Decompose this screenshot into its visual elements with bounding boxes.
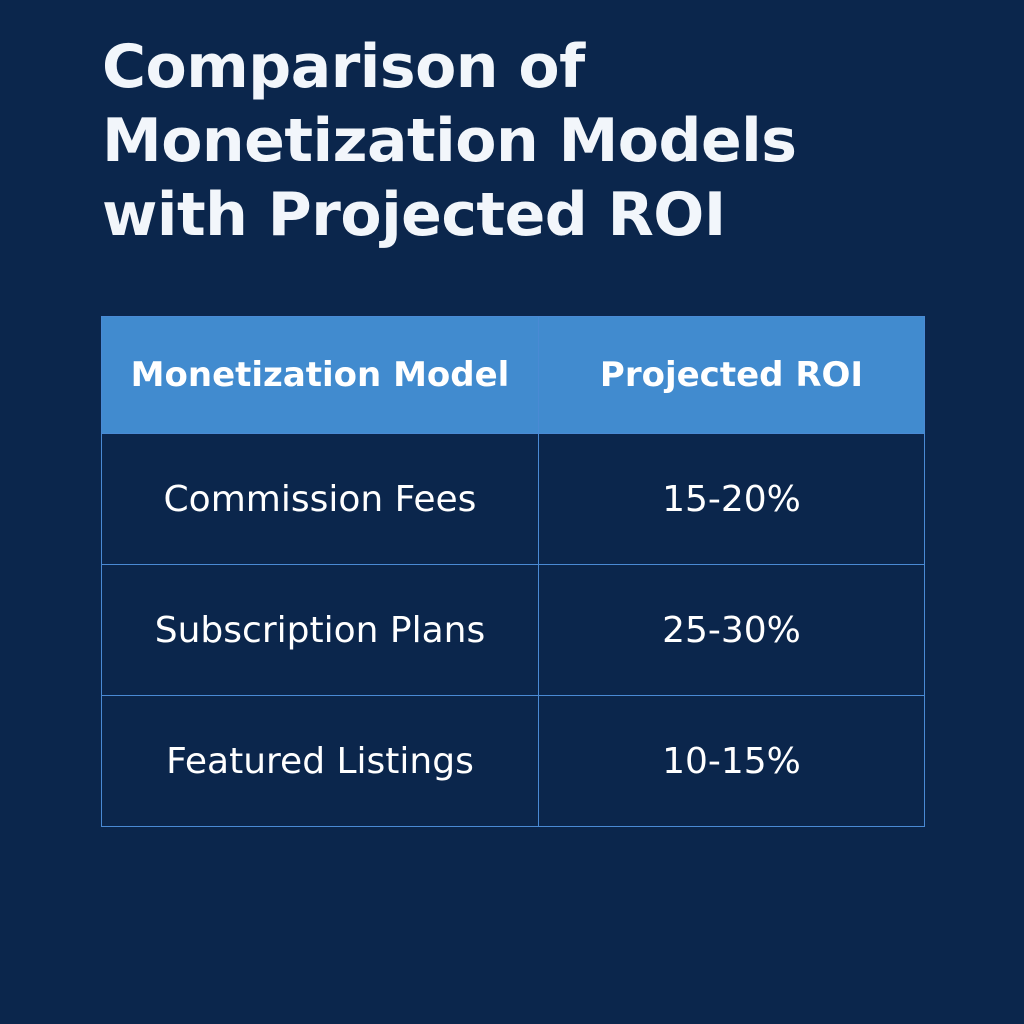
table-row: Subscription Plans 25-30%: [101, 564, 925, 696]
table-row: Featured Listings 10-15%: [101, 695, 925, 827]
cell-roi: 25-30%: [538, 564, 925, 696]
table-header-row: Monetization Model Projected ROI: [101, 316, 925, 434]
header-projected-roi: Projected ROI: [538, 316, 925, 434]
table-row: Commission Fees 15-20%: [101, 433, 925, 565]
cell-roi: 10-15%: [538, 695, 925, 827]
roi-comparison-table: Monetization Model Projected ROI Commiss…: [101, 316, 925, 827]
title-line-2: Monetization Models: [102, 106, 797, 176]
header-monetization-model: Monetization Model: [101, 316, 539, 434]
cell-roi: 15-20%: [538, 433, 925, 565]
cell-model: Commission Fees: [101, 433, 539, 565]
title-line-3: with Projected ROI: [102, 180, 726, 250]
cell-model: Featured Listings: [101, 695, 539, 827]
page-title: Comparison of Monetization Models with P…: [102, 30, 902, 252]
cell-model: Subscription Plans: [101, 564, 539, 696]
title-line-1: Comparison of: [102, 32, 585, 102]
